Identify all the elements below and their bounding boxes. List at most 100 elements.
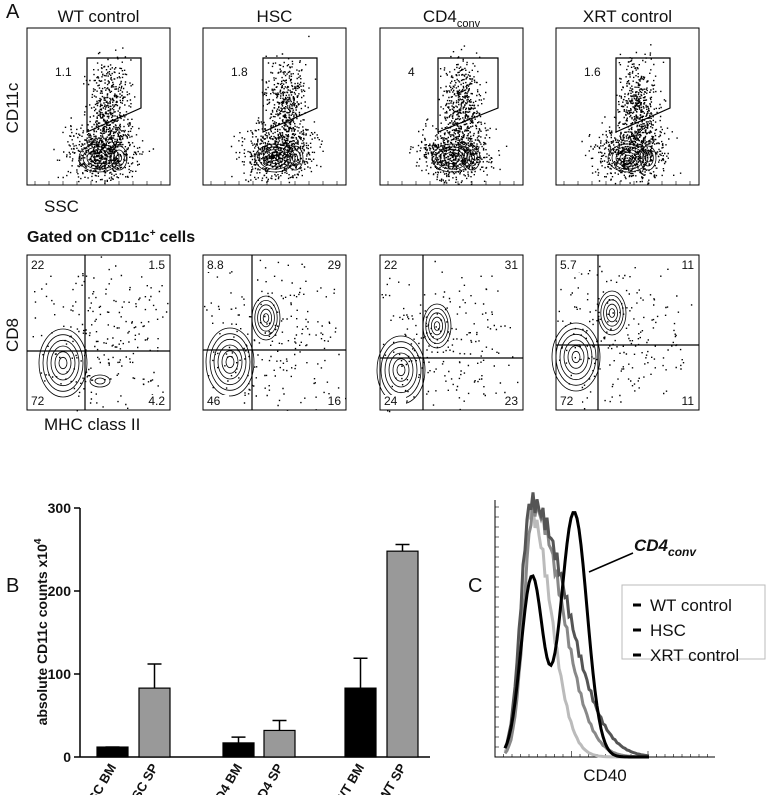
error-bar	[395, 543, 410, 552]
subheading-end: cells	[160, 229, 196, 246]
contour	[443, 152, 461, 165]
label-bg	[143, 259, 166, 272]
quadrant-value: 24	[384, 394, 398, 408]
contour	[559, 333, 593, 381]
bar	[96, 746, 129, 758]
contour	[38, 328, 88, 398]
x-tick-label: WT BM	[332, 761, 367, 795]
y-axis-label: CD11c	[3, 82, 22, 133]
annotation-sub: conv	[668, 545, 697, 559]
contour	[563, 339, 589, 375]
title-text: XRT control	[583, 7, 672, 26]
title-sub: conv	[457, 18, 481, 30]
legend-label: XRT control	[650, 646, 739, 665]
contour	[639, 145, 657, 171]
quadrant-value: 29	[328, 258, 342, 272]
contour	[258, 146, 292, 170]
y-axis-label: CD8	[3, 318, 22, 352]
contour	[607, 143, 649, 173]
gate-value: 4	[408, 65, 415, 79]
label-bg	[319, 395, 342, 408]
events	[436, 45, 491, 171]
contour	[254, 143, 296, 173]
label-bg	[319, 259, 342, 272]
events	[82, 47, 136, 172]
plot-frame	[202, 27, 347, 186]
events	[581, 116, 682, 185]
y-label-text: absolute CD11c counts x10	[34, 544, 50, 726]
subheading-sup: +	[150, 228, 156, 239]
contour	[603, 299, 621, 327]
column-title: CD4conv	[423, 7, 481, 30]
contour	[431, 316, 444, 336]
legend-label: HSC	[650, 621, 686, 640]
contour	[78, 143, 120, 173]
x-tick-label: CD4 SP	[250, 761, 287, 795]
scatter-plot: 1.1	[26, 27, 171, 186]
quadrant-value: 31	[505, 258, 519, 272]
label-bg	[30, 395, 53, 408]
contour	[600, 295, 624, 332]
label-bg	[206, 395, 229, 408]
column-title: WT control	[58, 7, 140, 26]
quadrant-value: 5.7	[560, 258, 577, 272]
column-title: XRT control	[583, 7, 672, 26]
contour	[392, 358, 410, 382]
contour-plot: 22 1.5 72 4.2	[26, 254, 171, 412]
label-bg	[672, 395, 695, 408]
scatter-plot: 4	[379, 27, 524, 186]
contour	[286, 145, 304, 171]
contour	[611, 146, 645, 170]
contour	[270, 154, 280, 162]
contour	[89, 374, 111, 388]
histogram-curve	[503, 492, 650, 758]
contour	[463, 145, 481, 171]
y-axis-label: absolute CD11c counts x104	[33, 538, 50, 725]
label-bg	[143, 395, 166, 408]
column-title: HSC	[257, 7, 293, 26]
contour	[388, 352, 414, 388]
quadrant-value: 4.2	[148, 394, 165, 408]
label-bg	[383, 259, 406, 272]
error-bar	[231, 736, 246, 743]
contour	[567, 345, 585, 369]
contour	[291, 153, 299, 163]
legend-label: WT control	[650, 596, 732, 615]
contour	[254, 300, 278, 337]
quadrant-value: 1.5	[148, 258, 165, 272]
quadrant-value: 11	[682, 258, 695, 272]
contour	[42, 334, 84, 392]
label-bg	[206, 259, 229, 272]
error-bar	[353, 657, 368, 689]
contour	[433, 321, 441, 331]
quadrant-value: 8.8	[207, 258, 224, 272]
label-bg	[496, 395, 519, 408]
contour	[425, 308, 449, 345]
x-tick-label: WT SP	[376, 761, 410, 795]
contour	[110, 145, 128, 171]
error-bar	[147, 663, 162, 689]
contour	[113, 149, 125, 167]
plot-frame	[555, 254, 700, 411]
bar	[138, 687, 171, 758]
panel-label: A	[6, 1, 20, 23]
contour	[468, 153, 476, 163]
label-bg	[496, 259, 519, 272]
contour	[642, 149, 654, 167]
y-label-exp: 4	[33, 538, 44, 544]
contour	[54, 351, 72, 375]
label-bg	[559, 395, 582, 408]
scatter-plot: 1.6	[555, 27, 700, 186]
gate	[262, 57, 318, 133]
contour	[428, 312, 446, 340]
panel-label: B	[6, 575, 19, 597]
gate-value: 1.6	[584, 65, 601, 79]
x-tick-label: HSC SP	[124, 761, 161, 795]
contour	[466, 149, 478, 167]
contour	[94, 154, 104, 162]
x-axis-label: CD40	[583, 766, 626, 785]
gate-value: 1.8	[231, 65, 248, 79]
contour	[225, 355, 235, 369]
label-bg	[383, 395, 406, 408]
